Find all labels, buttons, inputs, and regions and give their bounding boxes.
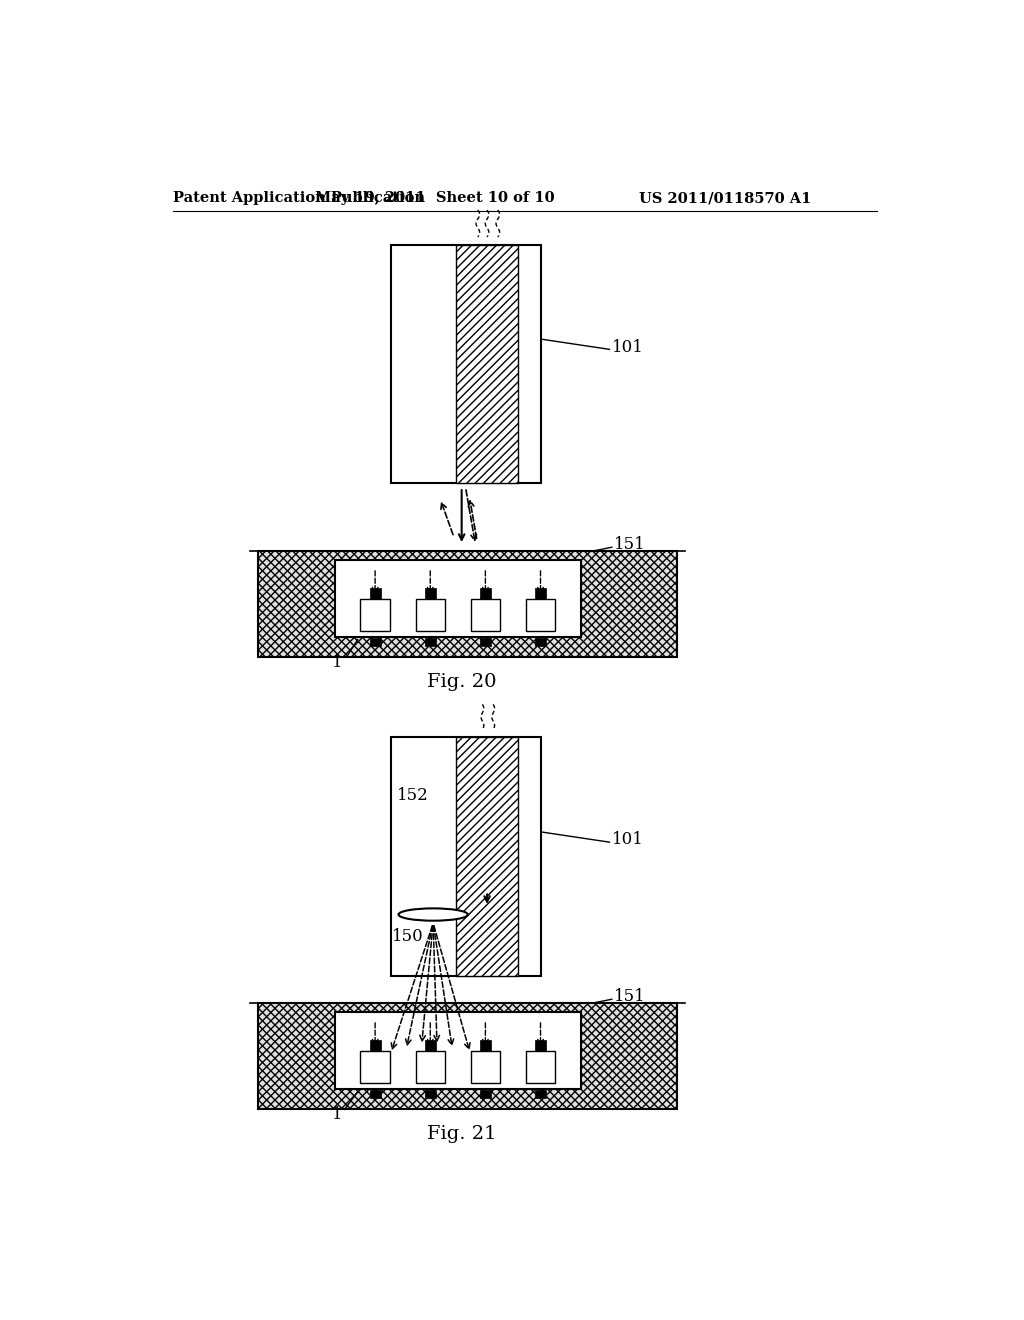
Text: 1: 1 <box>332 655 342 672</box>
Bar <box>425 589 435 599</box>
Bar <box>480 1040 490 1051</box>
Bar <box>335 560 581 638</box>
Text: Patent Application Publication: Patent Application Publication <box>173 191 425 206</box>
Bar <box>480 589 490 599</box>
Bar <box>258 552 677 657</box>
Bar <box>370 589 381 599</box>
Bar <box>258 1003 677 1109</box>
Bar <box>416 1051 444 1084</box>
Ellipse shape <box>398 908 468 921</box>
Bar <box>416 599 444 631</box>
Bar <box>258 552 677 657</box>
Text: Fig. 20: Fig. 20 <box>427 673 497 690</box>
Bar <box>425 638 435 645</box>
Bar <box>536 589 546 599</box>
Bar <box>480 638 490 645</box>
Text: May 19, 2011  Sheet 10 of 10: May 19, 2011 Sheet 10 of 10 <box>315 191 555 206</box>
Bar <box>335 1012 581 1089</box>
Bar <box>360 1051 390 1084</box>
Bar <box>457 244 518 483</box>
Bar <box>370 638 381 645</box>
Text: 151: 151 <box>614 536 646 553</box>
Bar <box>391 738 541 977</box>
Bar <box>526 599 555 631</box>
Text: Fig. 21: Fig. 21 <box>427 1125 497 1143</box>
Bar <box>391 244 541 483</box>
Text: 150: 150 <box>392 928 424 945</box>
Text: 1: 1 <box>332 1106 342 1123</box>
Bar <box>258 1003 677 1109</box>
Bar <box>360 599 390 631</box>
Bar <box>480 1090 490 1098</box>
Bar <box>536 1040 546 1051</box>
Text: 101: 101 <box>611 338 644 355</box>
Bar <box>370 1040 381 1051</box>
Text: 101: 101 <box>611 832 644 849</box>
Bar <box>425 1090 435 1098</box>
Bar <box>457 738 518 977</box>
Bar <box>425 1040 435 1051</box>
Bar <box>370 1090 381 1098</box>
Bar <box>536 1090 546 1098</box>
Bar <box>526 1051 555 1084</box>
Bar <box>471 1051 500 1084</box>
Text: US 2011/0118570 A1: US 2011/0118570 A1 <box>639 191 811 206</box>
Text: 152: 152 <box>397 787 429 804</box>
Bar <box>471 599 500 631</box>
Text: 151: 151 <box>614 989 646 1006</box>
Bar <box>536 638 546 645</box>
